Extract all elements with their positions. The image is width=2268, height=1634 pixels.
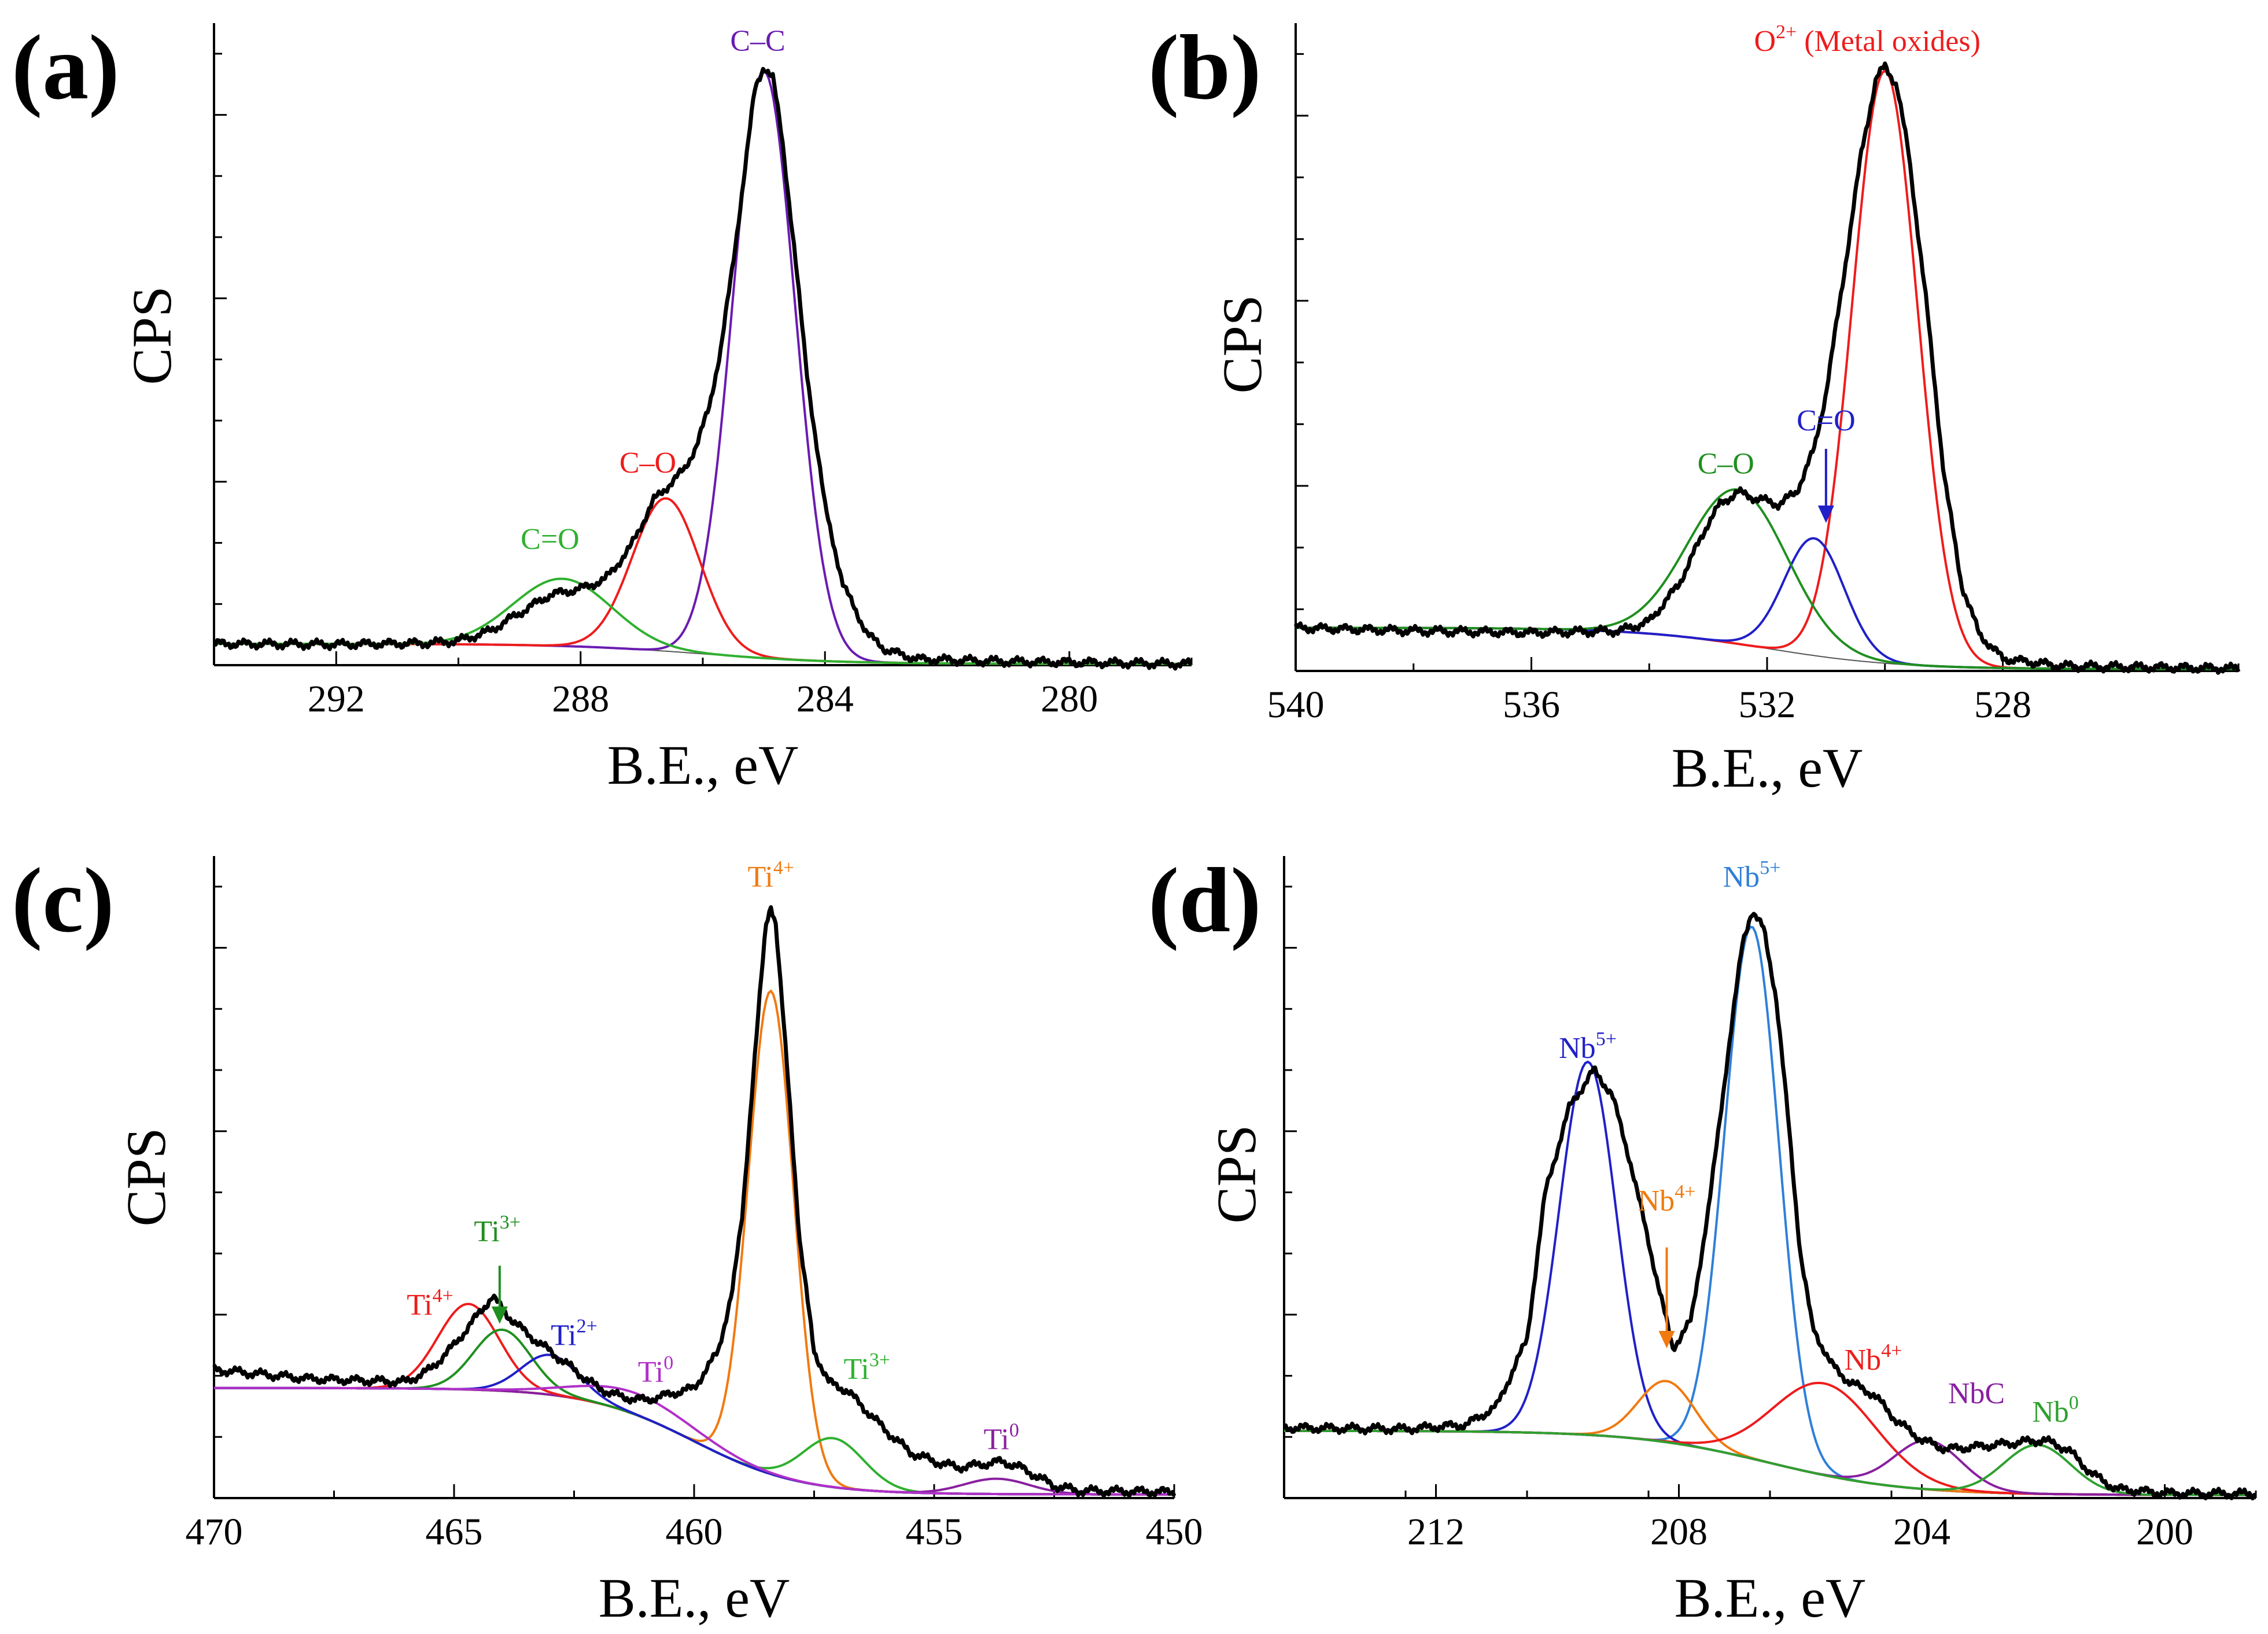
peak-label: Ti0 <box>638 1352 673 1389</box>
component-peak-line <box>214 69 1192 665</box>
peak-label: O2+ (Metal oxides) <box>1754 21 1980 58</box>
component-peak-line <box>214 1384 1174 1496</box>
peak-label: NbC <box>1948 1377 2005 1410</box>
peak-label: C=O <box>1797 404 1856 437</box>
component-peak-line <box>1284 1381 2256 1496</box>
component-peak-line <box>214 1328 1174 1496</box>
peak-label: C–C <box>730 25 785 58</box>
x-tick-label: 532 <box>1739 684 1796 726</box>
peak-label: Ti0 <box>984 1419 1019 1456</box>
component-peak-line <box>214 497 1192 665</box>
peak-label: C=O <box>521 523 580 556</box>
y-axis-title: CPS <box>121 286 183 385</box>
annotation-arrow-head <box>491 1306 508 1324</box>
component-peak-line <box>214 989 1174 1496</box>
chart-panel-c: 470 465 460 455 450 B.E., eV CPS (c) Ti4+ Ti3+ Ti0… <box>12 849 1203 1629</box>
peak-label: C–O <box>1698 448 1754 481</box>
x-tick-label: 455 <box>906 1511 963 1553</box>
y-axis-title: CPS <box>115 1128 177 1227</box>
annotation-arrow-head <box>1658 1331 1675 1348</box>
x-tick-label: 528 <box>1974 684 2031 726</box>
chart-panel-b: 540 536 532 528 B.E., eV CPS (b) O2+ (Metal oxi… <box>1148 16 2241 799</box>
x-tick-label: 280 <box>1041 678 1098 720</box>
panel-label: (b) <box>1148 16 1262 119</box>
x-tick-label: 465 <box>426 1511 483 1553</box>
component-peak-line <box>214 1303 1174 1496</box>
peak-label: Ti3+ <box>474 1212 521 1248</box>
component-peak-line <box>1284 1429 2256 1496</box>
component-peak-line <box>1284 1380 2256 1496</box>
x-tick-label: 204 <box>1893 1511 1950 1553</box>
x-axis-title: B.E., eV <box>1672 737 1863 799</box>
measured-spectrum-line <box>213 67 1193 671</box>
y-axis-title: CPS <box>1205 1125 1267 1224</box>
x-tick-label: 288 <box>552 678 609 720</box>
measured-spectrum-line <box>1293 61 2241 675</box>
measured-spectrum-line <box>212 905 1177 1498</box>
chart-panel-d: 212 208 204 200 B.E., eV CPS (d) Nb5+ Nb5+ Nb4+ Nb… <box>1148 849 2257 1629</box>
x-tick-label: 200 <box>2136 1511 2193 1553</box>
x-axis-title: B.E., eV <box>1675 1567 1866 1629</box>
panel-label: (d) <box>1148 849 1262 951</box>
peak-label: Ti2+ <box>551 1316 598 1352</box>
measured-spectrum-line <box>1284 912 2257 1500</box>
peak-label: Ti4+ <box>407 1285 453 1322</box>
y-axis-title: CPS <box>1211 295 1273 394</box>
x-axis-title: B.E., eV <box>599 1567 790 1629</box>
panel-label: (c) <box>12 849 115 951</box>
x-tick-label: 540 <box>1267 684 1325 726</box>
peak-label: C–O <box>619 447 676 479</box>
peak-label: Nb0 <box>2032 1392 2079 1429</box>
component-peak-line <box>1296 488 2239 670</box>
annotation-arrow-head <box>1817 506 1834 523</box>
x-tick-label: 450 <box>1146 1511 1203 1553</box>
x-tick-label: 470 <box>186 1511 243 1553</box>
x-tick-label: 536 <box>1503 684 1560 726</box>
peak-label: Nb4+ <box>1845 1340 1902 1377</box>
x-tick-label: 292 <box>308 678 365 720</box>
component-peak-line <box>214 577 1192 665</box>
peak-label: Ti3+ <box>844 1349 891 1386</box>
component-peak-line <box>1296 537 2239 670</box>
peak-label: Ti4+ <box>748 857 795 894</box>
peak-label: Nb4+ <box>1638 1181 1696 1218</box>
panel-label: (a) <box>12 16 120 119</box>
peak-label: Nb5+ <box>1559 1028 1617 1065</box>
x-tick-label: 208 <box>1650 1511 1708 1553</box>
x-tick-label: 460 <box>666 1511 723 1553</box>
chart-panel-a: 292 288 284 280 B.E., eV CPS (a) C–C C–O C=O <box>12 16 1193 796</box>
component-peak-line <box>1296 69 2239 670</box>
x-tick-label: 212 <box>1407 1511 1465 1553</box>
x-tick-label: 284 <box>796 678 854 720</box>
x-axis-title: B.E., eV <box>607 734 799 796</box>
peak-label: Nb5+ <box>1723 857 1781 894</box>
